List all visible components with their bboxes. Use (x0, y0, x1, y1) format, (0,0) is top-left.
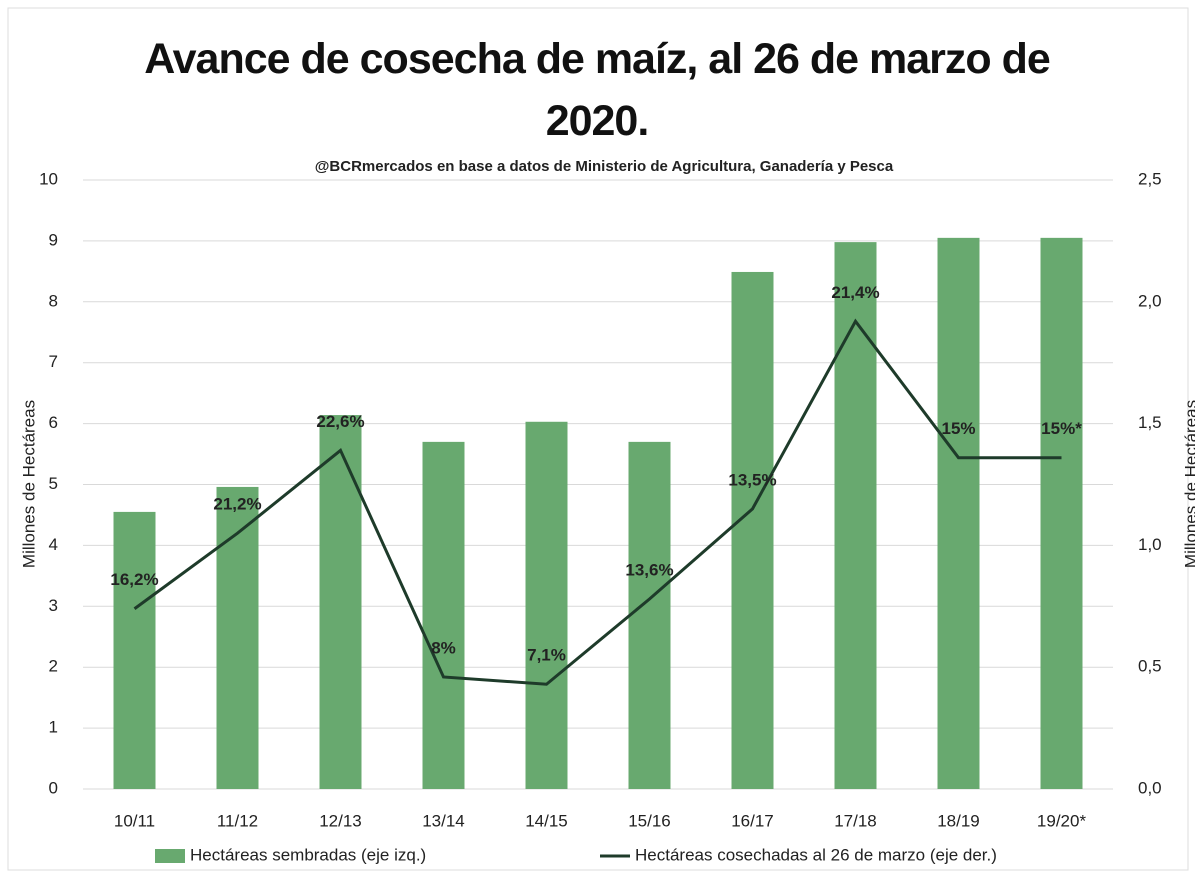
data-label: 8% (431, 638, 456, 657)
data-label: 13,6% (625, 560, 673, 579)
x-tick-label: 19/20* (1037, 811, 1087, 830)
y2-tick-label: 0,5 (1138, 657, 1162, 676)
data-label: 15% (941, 419, 975, 438)
y-axis-label: Millones de Hectáreas (19, 400, 38, 568)
y-tick-label: 9 (49, 230, 58, 249)
bar (731, 271, 774, 790)
y-tick-label: 4 (49, 535, 58, 554)
data-label: 13,5% (728, 470, 776, 489)
data-label: 7,1% (527, 646, 566, 665)
data-label: 21,4% (831, 283, 879, 302)
x-tick-label: 15/16 (628, 811, 671, 830)
data-label: 16,2% (110, 570, 158, 589)
y2-tick-label: 1,0 (1138, 535, 1162, 554)
y2-axis-label: Millones de Hectáreas (1181, 400, 1195, 568)
frame (7, 7, 1189, 871)
y-tick-label: 7 (49, 352, 58, 371)
x-tick-label: 12/13 (319, 811, 362, 830)
y-tick-label: 3 (49, 596, 58, 615)
y2-tick-label: 1,5 (1138, 413, 1162, 432)
x-tick-label: 13/14 (422, 811, 465, 830)
y-tick-label: 5 (49, 474, 58, 493)
data-label: 22,6% (316, 412, 364, 431)
line (133, 318, 1062, 686)
bar (525, 421, 568, 789)
bar (216, 486, 259, 789)
data-label: 15%* (1041, 419, 1082, 438)
y-tick-label: 10 (39, 169, 58, 188)
y-tick-label: 1 (49, 718, 58, 737)
x-tick-label: 14/15 (525, 811, 568, 830)
x-tick-label: 10/11 (114, 811, 155, 830)
x-tick-label: 16/17 (731, 811, 774, 830)
bar (113, 511, 156, 789)
bar (937, 237, 980, 790)
y-tick-label: 8 (49, 291, 58, 310)
chart-subtitle: @BCRmercados en base a datos de Minister… (315, 158, 894, 175)
bar (319, 415, 362, 789)
y-tick-label: 2 (49, 657, 58, 676)
bar (1040, 237, 1083, 790)
y2-tick-label: 2,0 (1138, 291, 1162, 310)
y2-tick-label: 2,5 (1138, 169, 1162, 188)
legend-swatch (155, 849, 185, 863)
x-tick-label: 17/18 (834, 811, 877, 830)
y-tick-label: 0 (49, 778, 58, 797)
bar (834, 242, 877, 790)
legend-label: Hectáreas cosechadas al 26 de marzo (eje… (635, 845, 997, 864)
bar (422, 441, 465, 789)
y-tick-label: 6 (49, 413, 58, 432)
data-label: 21,2% (213, 495, 261, 514)
x-tick-label: 18/19 (937, 811, 980, 830)
bar (628, 441, 671, 789)
y2-tick-label: 0,0 (1138, 778, 1162, 797)
legend-label: Hectáreas sembradas (eje izq.) (190, 845, 426, 864)
x-tick-label: 11/12 (217, 811, 258, 830)
chart-title: Avance de cosecha de maíz, al 26 de marz… (144, 35, 1051, 145)
